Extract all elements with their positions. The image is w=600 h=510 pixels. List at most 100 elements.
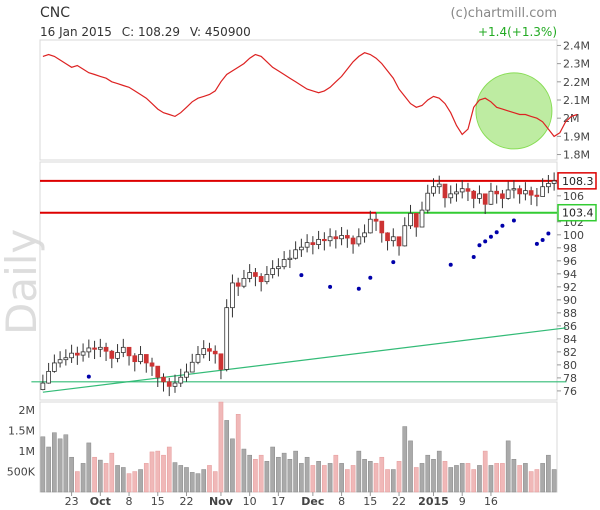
signal-dot	[471, 254, 476, 259]
price-tick-label: 106	[563, 190, 584, 203]
volume-bar	[138, 469, 143, 493]
signal-dot	[511, 218, 516, 223]
candle-up	[287, 257, 293, 260]
candle-down	[396, 236, 402, 247]
candle-down	[212, 350, 218, 355]
date-close-volume: 16 Jan 2015 C: 108.29 V: 450900	[40, 25, 251, 39]
candle-up	[201, 348, 207, 355]
signal-dot	[488, 234, 493, 239]
price-tick-label: 92	[563, 281, 577, 294]
price-tick-label: 100	[563, 229, 584, 242]
candle-down	[109, 350, 115, 359]
volume-bar	[120, 467, 126, 493]
candle-up	[224, 307, 230, 370]
candle-down	[534, 194, 540, 197]
volume-bar	[310, 465, 316, 493]
volume-bar	[322, 465, 327, 493]
volume-bar	[350, 465, 356, 493]
candle-down	[385, 232, 390, 242]
candle-up	[327, 236, 333, 242]
price-tick-label: 86	[563, 320, 577, 333]
volume-bar	[224, 420, 230, 493]
change-label: +1.4(+1.3%)	[478, 25, 557, 39]
candle-down	[528, 190, 534, 196]
price-tick-label: 98	[563, 242, 577, 255]
volume-tick-label: 2M	[19, 404, 36, 417]
candle-up	[523, 190, 528, 195]
candle-down	[258, 276, 264, 283]
volume-bar	[258, 454, 264, 493]
volume-bar	[109, 452, 115, 493]
support-badge-box	[557, 203, 597, 222]
x-tick-label: 8	[338, 495, 345, 508]
volume-bar	[80, 463, 86, 493]
volume-bar	[143, 463, 149, 493]
candle-up	[247, 272, 253, 279]
rs-tick-label: 1.9M	[563, 130, 590, 143]
volume-bar	[362, 459, 367, 493]
volume-bar	[454, 465, 459, 493]
volume-bar	[465, 463, 471, 493]
volume-bar	[287, 459, 293, 493]
candle-up	[230, 282, 235, 309]
candle-up	[293, 249, 298, 259]
last-price-badge-box	[557, 172, 597, 190]
candle-up	[390, 236, 396, 242]
support-badge-label: 103.4	[562, 207, 594, 220]
candle-up	[184, 371, 189, 378]
price-tick-label: 94	[563, 268, 577, 281]
signal-dot	[477, 243, 482, 248]
candle-up	[57, 359, 63, 364]
candle-down	[166, 381, 172, 387]
volume-bar	[482, 450, 488, 493]
candle-down	[517, 188, 523, 195]
volume-bar	[63, 434, 69, 493]
volume-bar	[431, 459, 436, 493]
volume-bar	[511, 459, 517, 493]
candle-up	[367, 218, 373, 234]
symbol-label: CNC	[40, 5, 70, 21]
price-tick-label: 96	[563, 255, 577, 268]
volume-bar	[166, 446, 172, 493]
close-label: C: 108.29	[122, 25, 180, 39]
volume-bar	[333, 454, 339, 493]
signal-dot	[368, 275, 373, 280]
volume-bar	[551, 469, 557, 493]
candle-down	[482, 193, 488, 205]
x-tick-label: 8	[126, 495, 133, 508]
volume-bar	[546, 454, 551, 493]
price-panel: 1081061041021009896949290888684828078761…	[31, 161, 597, 401]
candle-up	[270, 268, 276, 275]
volume-label: V: 450900	[190, 25, 251, 39]
candle-down	[442, 183, 448, 199]
candle-down	[161, 376, 166, 383]
signal-dot	[540, 238, 545, 243]
candle-up	[304, 242, 310, 248]
candle-down	[310, 242, 316, 245]
volume-bar	[184, 467, 189, 493]
candle-up	[454, 191, 459, 195]
volume-bar	[293, 450, 298, 493]
x-tick-label: 9	[459, 495, 466, 508]
price-panel-frame	[39, 161, 558, 401]
signal-dot	[500, 223, 505, 228]
volume-bar	[299, 463, 304, 493]
candle-up	[511, 188, 517, 191]
signal-dot	[448, 262, 453, 267]
volume-bar	[413, 467, 419, 493]
price-tick-label: 80	[563, 359, 577, 372]
price-tick-label: 82	[563, 346, 577, 359]
volume-bar	[247, 454, 252, 493]
price-tick-label: 88	[563, 307, 577, 320]
signal-dot	[494, 230, 499, 235]
rs-tick-label: 1.8M	[563, 149, 590, 162]
price-tick-label: 84	[563, 333, 577, 346]
volume-bar	[235, 414, 241, 493]
x-tick-label: 16	[484, 495, 498, 508]
x-tick-label: Dec	[301, 495, 324, 508]
volume-bar	[528, 471, 534, 493]
candle-up	[86, 347, 92, 353]
candle-down	[155, 365, 161, 378]
signal-dot	[356, 286, 361, 291]
